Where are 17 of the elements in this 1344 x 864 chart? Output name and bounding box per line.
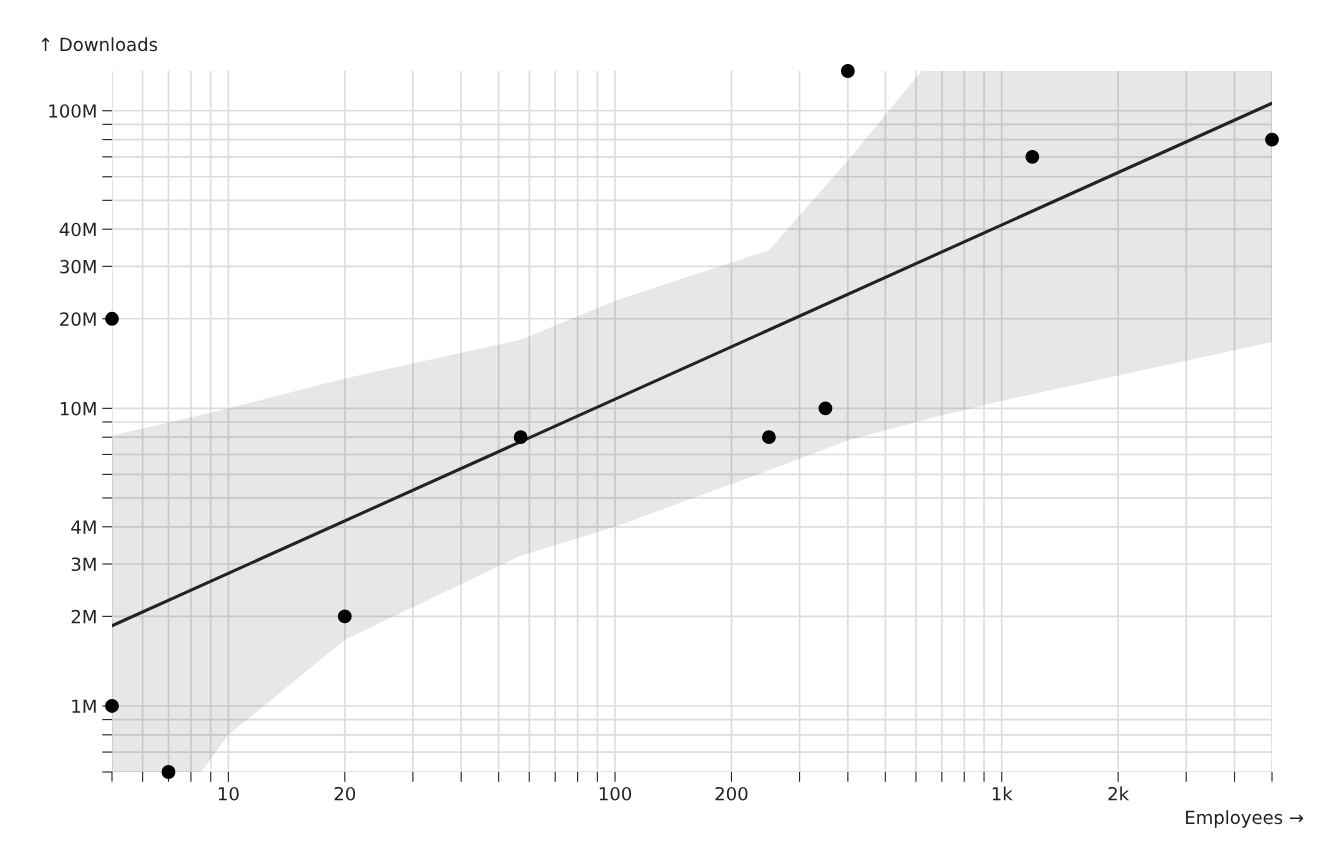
x-tick-label: 2k (1108, 786, 1130, 801)
y-tick-label: 30M (60, 259, 96, 274)
y-tick-label: 2M (71, 609, 96, 624)
y-tick-label: 3M (71, 557, 96, 572)
x-axis-title: Employees → (1186, 810, 1304, 828)
x-tick-label: 200 (715, 786, 748, 801)
x-tick-label: 10 (218, 786, 239, 801)
y-tick-label: 4M (71, 520, 96, 534)
y-tick-label: 20M (60, 312, 96, 326)
y-tick-label: 40M (59, 222, 96, 237)
y-tick-label: 1M (72, 699, 96, 713)
x-tick-label: 100 (599, 786, 632, 801)
y-tick-label: 10M (60, 401, 96, 416)
y-tick-label: 100M (49, 104, 96, 118)
x-tick-label: 1k (992, 786, 1013, 801)
x-tick-label: 20 (334, 786, 356, 801)
y-axis-title: ↑ Downloads (41, 37, 158, 52)
